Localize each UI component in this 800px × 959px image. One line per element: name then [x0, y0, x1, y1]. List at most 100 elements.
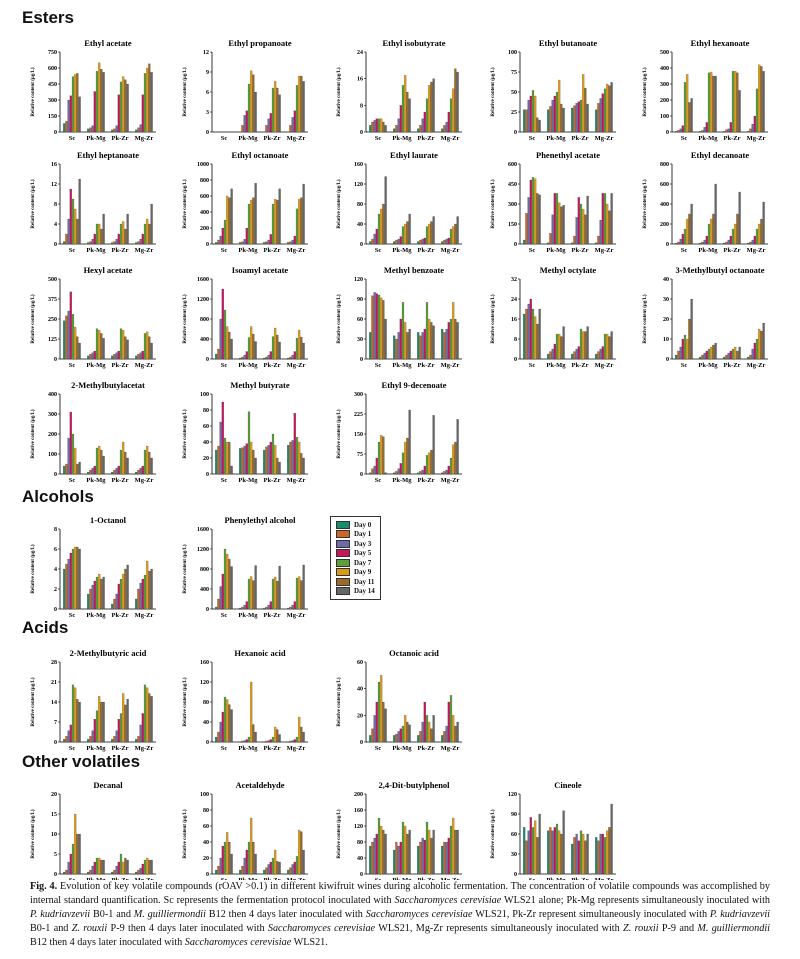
bar [599, 833, 602, 875]
bar [681, 338, 684, 360]
bar [428, 721, 431, 743]
bar [93, 465, 96, 475]
bar [404, 322, 407, 360]
bar [399, 728, 402, 743]
bar [93, 91, 96, 133]
bar [441, 472, 444, 475]
bar [447, 837, 450, 875]
x-tick-label: Pk-Mg [238, 135, 258, 142]
bar [78, 461, 81, 475]
x-tick-label: Mg-Zr [287, 362, 306, 369]
y-tick-label: 300 [660, 82, 669, 88]
bar [606, 333, 609, 360]
bar [67, 99, 70, 133]
bar [729, 350, 732, 360]
bar [119, 81, 123, 133]
bar [538, 194, 541, 245]
bar [113, 598, 116, 610]
bar [223, 437, 227, 475]
bar [100, 701, 103, 743]
bar [89, 588, 92, 610]
bar [395, 239, 398, 245]
bar [91, 467, 94, 475]
bar [298, 199, 301, 245]
bar [753, 342, 756, 360]
y-tick-label: 20 [203, 856, 209, 862]
bar [117, 583, 120, 610]
x-tick-label: Pk-Zr [572, 135, 589, 142]
bar [98, 330, 101, 360]
bar [579, 203, 583, 245]
bar [223, 219, 227, 245]
bar [681, 233, 684, 245]
bar [230, 465, 233, 475]
bar [267, 118, 270, 133]
bar [241, 865, 244, 875]
figure-caption: Fig. 4. Evolution of key volatile compou… [30, 880, 770, 950]
bar [295, 208, 299, 245]
chart-title: Isoamyl acetate [232, 265, 289, 275]
bar [705, 350, 708, 360]
y-tick-label: 100 [660, 114, 669, 120]
y-tick-label: 375 [48, 297, 57, 303]
bar [423, 111, 426, 133]
bar [263, 242, 266, 245]
caption-species: Saccharomyces cerevisiae [365, 909, 473, 920]
bar [98, 696, 101, 743]
bar [291, 117, 294, 133]
bar [146, 687, 149, 743]
bar [584, 331, 587, 360]
bar [762, 71, 765, 133]
x-tick-label: Pk-Zr [112, 247, 129, 254]
bar [295, 856, 299, 875]
bar [113, 869, 116, 875]
bar [690, 98, 693, 133]
legend-label: Day 7 [354, 558, 372, 567]
bar [401, 226, 405, 245]
x-tick-label: Sc [221, 135, 228, 142]
bar [760, 66, 763, 133]
bar [723, 131, 726, 133]
chart-title: 2,4-Dit-butylphenol [378, 780, 450, 790]
bar [760, 218, 763, 245]
caption-species: M. guilliermondii [697, 923, 771, 934]
y-tick-label: 120 [354, 182, 363, 188]
bar [122, 330, 125, 360]
x-tick-label: Sc [221, 612, 228, 619]
bar [247, 411, 251, 475]
y-axis-label: Relative content (μg/L) [183, 809, 188, 859]
bar [302, 342, 305, 360]
x-tick-label: Pk-Mg [698, 247, 718, 254]
bar [100, 578, 103, 610]
bar [67, 558, 70, 610]
bar [382, 203, 385, 245]
bar [243, 239, 246, 245]
bar [549, 233, 552, 245]
y-axis-label: Relative content (μg/L) [183, 179, 188, 229]
bar [241, 125, 244, 133]
bar [265, 446, 268, 475]
bar [701, 354, 704, 360]
y-tick-label: 50 [511, 90, 517, 96]
bar [525, 840, 528, 875]
chart-title: Ethyl heptanoate [77, 150, 139, 160]
y-tick-label: 150 [48, 114, 57, 120]
bar [408, 409, 411, 475]
bar [425, 98, 429, 133]
bar [573, 837, 576, 875]
bar [300, 336, 303, 360]
bar [382, 701, 385, 743]
bar [241, 241, 244, 245]
bar [423, 839, 426, 875]
bar [113, 128, 116, 133]
bar [287, 357, 290, 360]
bar [71, 198, 75, 245]
bar [553, 95, 556, 133]
bar [441, 128, 444, 133]
bar [582, 209, 585, 245]
bar [291, 239, 294, 245]
section-esters: Esters [22, 8, 74, 27]
x-tick-label: Pk-Zr [112, 362, 129, 369]
x-tick-label: Mg-Zr [441, 477, 460, 484]
bar [119, 449, 123, 475]
